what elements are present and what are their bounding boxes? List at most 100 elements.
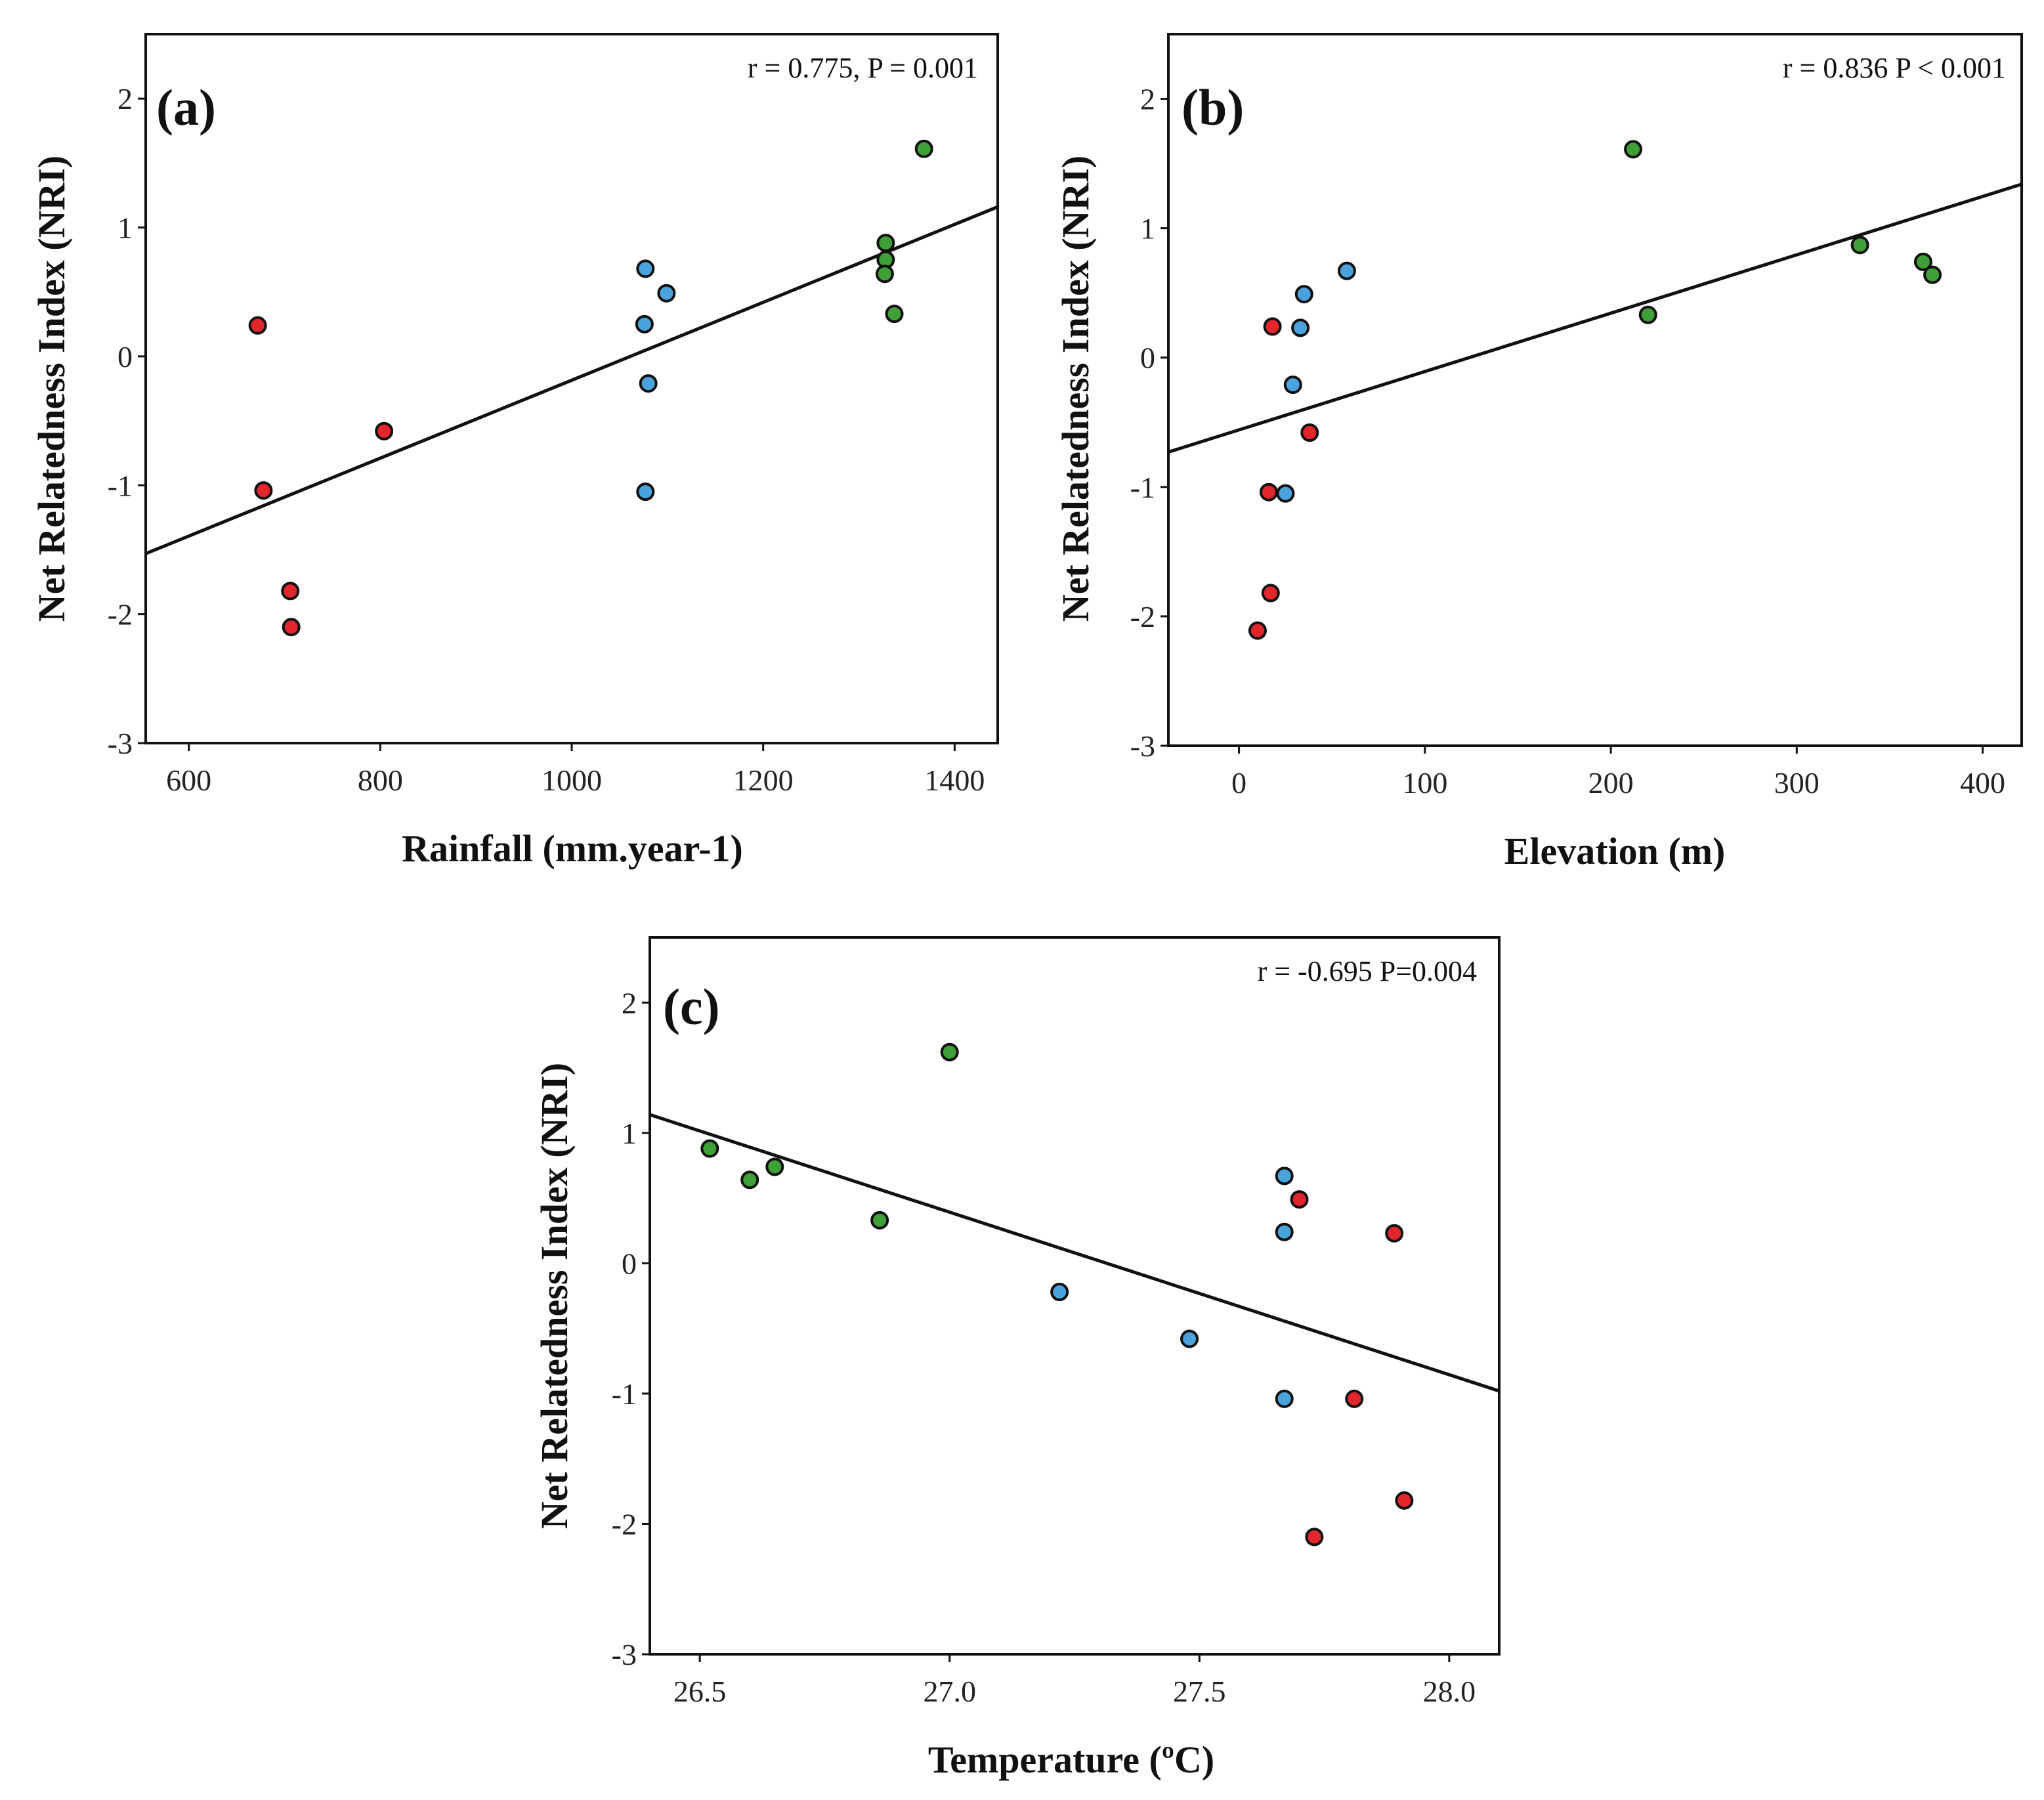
data-point-red bbox=[1290, 1190, 1309, 1209]
data-point-green bbox=[914, 139, 933, 158]
data-point-red bbox=[1305, 1528, 1324, 1547]
regression-line bbox=[649, 1113, 1500, 1393]
x-tick-label: 27.5 bbox=[1173, 1675, 1226, 1708]
panel-label: (b) bbox=[1182, 79, 1244, 136]
data-point-blue bbox=[1180, 1329, 1199, 1348]
y-tick-label: -3 bbox=[612, 1638, 637, 1671]
y-tick-label: 2 bbox=[117, 82, 133, 116]
data-point-red bbox=[1259, 482, 1278, 502]
data-point-red bbox=[254, 481, 273, 500]
x-tick-label: 1000 bbox=[542, 763, 602, 797]
data-point-green bbox=[1624, 140, 1643, 159]
y-axis-title: Net Relatedness Index (NRI) bbox=[30, 156, 73, 622]
data-point-red bbox=[1385, 1224, 1404, 1243]
x-tick-label: 300 bbox=[1774, 766, 1820, 800]
y-tick-label: 1 bbox=[117, 211, 133, 245]
data-point-blue bbox=[1275, 1389, 1294, 1408]
y-tick-label: 1 bbox=[1140, 212, 1155, 246]
y-tick-label: -3 bbox=[108, 727, 133, 760]
panel-c-temperature: (c) r = -0.695 P=0.004 Temperature (ºC) … bbox=[533, 936, 1501, 1781]
x-tick-label: 800 bbox=[358, 763, 403, 797]
x-tick-label: 200 bbox=[1588, 766, 1634, 800]
data-point-green bbox=[1850, 236, 1869, 255]
y-tick-label: 0 bbox=[1140, 341, 1155, 375]
points-group bbox=[248, 139, 933, 637]
data-point-green bbox=[740, 1170, 759, 1189]
y-tick-label: -1 bbox=[1130, 471, 1155, 504]
y-tick-label: -2 bbox=[612, 1507, 637, 1541]
y-tick-label: 2 bbox=[622, 986, 637, 1019]
x-axis-title: Temperature (ºC) bbox=[928, 1738, 1214, 1781]
data-point-red bbox=[248, 316, 267, 335]
y-axis-title: Net Relatedness Index (NRI) bbox=[533, 1063, 576, 1529]
tick-group: -3 -2 -1 0 1 2 600 800 1000 1200 1400 bbox=[108, 82, 985, 797]
data-point-red bbox=[1263, 317, 1282, 336]
data-point-green bbox=[1638, 305, 1657, 324]
data-point-blue bbox=[1275, 1222, 1294, 1241]
data-point-green bbox=[870, 1211, 889, 1230]
data-point-red bbox=[375, 421, 394, 440]
data-point-blue bbox=[1291, 318, 1310, 337]
data-point-green bbox=[1923, 265, 1942, 284]
data-point-green bbox=[875, 265, 894, 284]
fit-group bbox=[649, 1113, 1500, 1393]
points-group bbox=[700, 1042, 1414, 1547]
panel-a-rainfall: (a) r = 0.775, P = 0.001 Rainfall (mm.ye… bbox=[30, 33, 999, 870]
data-point-blue bbox=[1337, 261, 1356, 280]
data-point-blue bbox=[639, 374, 658, 393]
data-point-green bbox=[885, 305, 904, 324]
points-group bbox=[1248, 140, 1942, 640]
fit-group bbox=[1168, 182, 2022, 454]
data-point-red bbox=[1300, 423, 1319, 442]
x-tick-label: 100 bbox=[1402, 766, 1447, 800]
data-point-blue bbox=[1276, 484, 1295, 503]
data-point-blue bbox=[1283, 375, 1302, 395]
x-axis-title: Rainfall (mm.year-1) bbox=[402, 827, 743, 870]
data-point-red bbox=[1345, 1389, 1364, 1408]
regression-line bbox=[145, 205, 998, 555]
y-tick-label: 2 bbox=[1140, 83, 1155, 116]
y-tick-label: 0 bbox=[622, 1247, 637, 1280]
stat-text: r = -0.695 P=0.004 bbox=[1258, 955, 1477, 987]
y-tick-label: -1 bbox=[108, 469, 133, 502]
tick-group: -3 -2 -1 0 1 2 0 100 200 300 400 bbox=[1130, 83, 2005, 800]
stat-text: r = 0.836 P < 0.001 bbox=[1783, 52, 2006, 84]
data-point-green bbox=[940, 1042, 959, 1061]
y-tick-label: -1 bbox=[612, 1377, 637, 1411]
x-axis-title: Elevation (m) bbox=[1504, 830, 1726, 872]
tick-group: -3 -2 -1 0 1 2 26.5 27.0 27.5 28.0 bbox=[612, 986, 1476, 1708]
panel-b-elevation: (b) r = 0.836 P < 0.001 Elevation (m) Ne… bbox=[1054, 33, 2023, 872]
data-point-blue bbox=[635, 314, 654, 333]
y-tick-label: 1 bbox=[622, 1117, 637, 1150]
x-tick-label: 400 bbox=[1960, 766, 2005, 800]
data-point-blue bbox=[657, 284, 676, 303]
data-point-green bbox=[765, 1157, 784, 1176]
data-point-blue bbox=[636, 259, 655, 278]
plot-frame bbox=[1167, 33, 2023, 747]
plot-frame bbox=[144, 33, 999, 744]
x-tick-label: 600 bbox=[166, 763, 211, 797]
y-axis-title: Net Relatedness Index (NRI) bbox=[1054, 156, 1097, 622]
regression-line bbox=[1168, 182, 2022, 454]
data-point-green bbox=[876, 234, 895, 253]
x-tick-label: 1400 bbox=[924, 763, 985, 797]
panel-label: (a) bbox=[156, 79, 216, 136]
x-tick-label: 27.0 bbox=[923, 1675, 976, 1708]
data-point-blue bbox=[1275, 1167, 1294, 1186]
stat-text: r = 0.775, P = 0.001 bbox=[748, 52, 978, 84]
data-point-green bbox=[700, 1139, 719, 1158]
x-tick-label: 0 bbox=[1231, 766, 1246, 800]
y-tick-label: -2 bbox=[108, 598, 133, 632]
data-point-blue bbox=[1050, 1283, 1069, 1302]
data-point-blue bbox=[636, 482, 655, 502]
data-point-red bbox=[1395, 1491, 1414, 1510]
x-tick-label: 1200 bbox=[733, 763, 794, 797]
plot-frame bbox=[649, 936, 1501, 1656]
data-point-red bbox=[1248, 621, 1267, 640]
data-point-green bbox=[1913, 252, 1932, 271]
data-point-red bbox=[281, 582, 300, 601]
y-tick-label: -2 bbox=[1130, 600, 1155, 633]
fit-group bbox=[145, 205, 998, 555]
y-tick-label: 0 bbox=[117, 340, 133, 374]
